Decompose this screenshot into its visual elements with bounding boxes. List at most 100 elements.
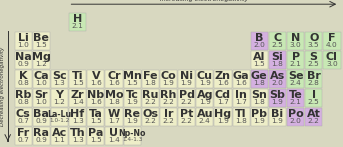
Text: S: S [310, 52, 318, 62]
Text: B: B [255, 33, 263, 43]
Text: 0.9: 0.9 [35, 118, 47, 124]
Text: 1.4: 1.4 [72, 99, 83, 105]
Text: 2.2: 2.2 [308, 118, 320, 124]
Text: Mg: Mg [32, 52, 51, 62]
Text: Cs: Cs [16, 109, 31, 119]
Text: 1.0: 1.0 [35, 80, 47, 86]
Text: 2.4: 2.4 [290, 80, 301, 86]
Bar [14, 127, 32, 145]
Text: Te: Te [289, 90, 303, 100]
Bar [142, 107, 159, 126]
Bar [33, 127, 50, 145]
Text: Rh: Rh [160, 90, 177, 100]
Text: 1.6: 1.6 [108, 80, 120, 86]
Text: Bi: Bi [271, 109, 283, 119]
Bar [287, 70, 304, 87]
Text: U: U [109, 128, 118, 138]
Text: Hf: Hf [70, 109, 85, 119]
Bar [123, 70, 141, 87]
Text: 2.5: 2.5 [308, 61, 320, 67]
Bar [14, 88, 32, 106]
Text: Ti: Ti [72, 71, 83, 81]
Bar [287, 107, 304, 126]
Text: 1.8: 1.8 [271, 61, 283, 67]
Text: 2.2: 2.2 [163, 99, 174, 105]
Bar [178, 70, 195, 87]
Text: 1.3: 1.3 [54, 80, 65, 86]
Text: Increasing electronegativity: Increasing electronegativity [160, 0, 248, 2]
Text: 1.9: 1.9 [163, 80, 174, 86]
Text: Si: Si [272, 52, 283, 62]
Text: 1.9: 1.9 [217, 118, 229, 124]
Text: 1.8: 1.8 [253, 80, 265, 86]
Text: 1.3: 1.3 [72, 137, 83, 143]
Text: 1.9: 1.9 [253, 118, 265, 124]
Bar [69, 12, 86, 30]
Bar [160, 107, 177, 126]
Bar [305, 88, 322, 106]
Text: Y: Y [56, 90, 63, 100]
Bar [269, 88, 286, 106]
Bar [142, 88, 159, 106]
Bar [251, 88, 268, 106]
Bar [214, 70, 232, 87]
Text: I: I [312, 90, 316, 100]
Bar [69, 107, 86, 126]
Bar [105, 88, 122, 106]
Bar [105, 70, 122, 87]
Text: 1.6: 1.6 [90, 80, 102, 86]
Text: 2.0: 2.0 [253, 42, 265, 48]
Text: K: K [19, 71, 27, 81]
Text: 1.5: 1.5 [35, 42, 47, 48]
Text: 2.8: 2.8 [308, 80, 320, 86]
Text: Nb: Nb [87, 90, 104, 100]
Text: Se: Se [288, 71, 303, 81]
Text: Ba: Ba [33, 109, 49, 119]
Text: 0.7: 0.7 [17, 137, 29, 143]
Bar [123, 88, 141, 106]
Bar [214, 88, 232, 106]
Text: Sc: Sc [52, 71, 67, 81]
Text: 1.7: 1.7 [217, 99, 229, 105]
Text: 1.2: 1.2 [54, 99, 66, 105]
Bar [305, 31, 322, 50]
Text: 1.8: 1.8 [235, 118, 247, 124]
Text: Fr: Fr [17, 128, 29, 138]
Text: F: F [328, 33, 336, 43]
Text: 1.7: 1.7 [235, 99, 247, 105]
Text: Pb: Pb [251, 109, 267, 119]
Bar [287, 88, 304, 106]
Text: Sb: Sb [270, 90, 285, 100]
Text: As: As [270, 71, 285, 81]
Bar [51, 70, 68, 87]
Bar [14, 51, 32, 69]
Bar [33, 31, 50, 50]
Bar [87, 88, 104, 106]
Text: Cd: Cd [215, 90, 231, 100]
Bar [233, 70, 250, 87]
Text: At: At [307, 109, 321, 119]
Text: 1.0: 1.0 [17, 42, 29, 48]
Text: 1.2: 1.2 [35, 61, 47, 67]
Text: Ga: Ga [233, 71, 249, 81]
Text: 1.6: 1.6 [90, 99, 102, 105]
Bar [269, 70, 286, 87]
Text: Ca: Ca [33, 71, 49, 81]
Text: Np-No: Np-No [118, 129, 146, 138]
Text: 1.9: 1.9 [181, 80, 192, 86]
Text: 1.6: 1.6 [217, 80, 229, 86]
Bar [160, 70, 177, 87]
Text: 1.4: 1.4 [108, 137, 120, 143]
Text: 1.8: 1.8 [253, 99, 265, 105]
Bar [196, 88, 213, 106]
Text: Na: Na [15, 52, 32, 62]
Bar [33, 70, 50, 87]
Text: 2.2: 2.2 [144, 99, 156, 105]
Text: 1.5: 1.5 [90, 137, 102, 143]
Bar [87, 127, 104, 145]
Text: 1.4-1.3: 1.4-1.3 [122, 137, 142, 142]
Bar [69, 88, 86, 106]
Text: Zr: Zr [71, 90, 84, 100]
Bar [196, 70, 213, 87]
Text: Tc: Tc [126, 90, 139, 100]
